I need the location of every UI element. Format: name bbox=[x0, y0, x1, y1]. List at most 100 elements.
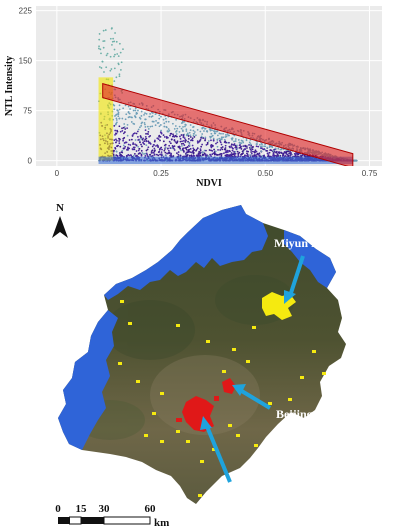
scatter-point bbox=[157, 154, 160, 157]
scatter-point bbox=[124, 118, 127, 121]
scatter-point bbox=[158, 114, 161, 117]
scatter-point bbox=[105, 54, 108, 57]
scatter-point bbox=[289, 152, 292, 155]
scatter-point bbox=[219, 138, 222, 141]
scatter-point bbox=[159, 124, 162, 126]
scatter-point bbox=[268, 151, 271, 154]
scatter-point bbox=[213, 153, 216, 156]
scatter-point bbox=[190, 139, 192, 142]
scatter-point bbox=[123, 123, 126, 125]
scatter-point bbox=[123, 131, 126, 133]
scatter-point bbox=[205, 154, 207, 157]
scatter-point bbox=[165, 120, 168, 123]
scatter-point bbox=[234, 144, 237, 147]
scatter-point bbox=[162, 118, 165, 121]
scale-label-30: 30 bbox=[99, 503, 111, 515]
scatter-point bbox=[192, 152, 195, 155]
scatter-point bbox=[199, 149, 202, 152]
scatter-point bbox=[113, 149, 115, 152]
scatter-point bbox=[203, 152, 206, 155]
scatter-point bbox=[255, 143, 258, 145]
scatter-point bbox=[236, 144, 238, 147]
scatter-point bbox=[116, 53, 119, 55]
scatter-point bbox=[168, 151, 171, 154]
scatter-point bbox=[154, 124, 157, 127]
scatter-point bbox=[113, 139, 116, 141]
scatter-point bbox=[211, 144, 214, 147]
scatter-point bbox=[115, 154, 118, 157]
scatter-point bbox=[200, 135, 203, 138]
scatter-point bbox=[220, 154, 223, 157]
hotspot-dot bbox=[136, 380, 140, 383]
hotspot-dot bbox=[252, 326, 256, 329]
scatter-point bbox=[118, 73, 121, 76]
scatter-point bbox=[182, 142, 185, 145]
scatter-point bbox=[241, 140, 244, 142]
scatter-point bbox=[124, 141, 127, 144]
scatter-point bbox=[163, 125, 166, 128]
scatter-point bbox=[140, 149, 143, 152]
scatter-point bbox=[147, 146, 150, 149]
scatter-point bbox=[128, 147, 130, 150]
scatter-point bbox=[214, 150, 217, 153]
scatter-point bbox=[296, 153, 299, 156]
hotspot-dot bbox=[236, 434, 240, 437]
hotspot-dot bbox=[222, 370, 226, 373]
scatter-point bbox=[161, 148, 163, 151]
scatter-point bbox=[118, 125, 121, 128]
scatter-point bbox=[203, 130, 205, 132]
scatter-point bbox=[138, 126, 141, 129]
scatter-point bbox=[190, 154, 193, 157]
leader-arrows bbox=[200, 255, 305, 483]
scatter-point bbox=[111, 40, 114, 43]
scatter-point bbox=[211, 129, 213, 132]
scatter-point bbox=[198, 153, 200, 156]
scatter-point bbox=[140, 110, 143, 113]
hotspot-dot bbox=[144, 434, 148, 437]
scatter-point bbox=[115, 76, 118, 79]
scatter-point bbox=[149, 113, 151, 115]
scatter-point bbox=[185, 151, 188, 154]
scatter-point bbox=[189, 151, 192, 154]
scatter-point bbox=[104, 29, 107, 31]
scatter-point bbox=[251, 146, 254, 149]
scatter-point bbox=[126, 134, 129, 137]
scatter-point bbox=[173, 145, 176, 148]
scatter-point bbox=[174, 141, 177, 143]
scale-segment-1 bbox=[58, 517, 70, 524]
scatter-point bbox=[204, 136, 207, 139]
scatter-point bbox=[115, 40, 118, 43]
scatter-point bbox=[225, 150, 228, 153]
scatter-point bbox=[185, 148, 188, 151]
scatter-point bbox=[288, 152, 290, 155]
scatter-point bbox=[98, 45, 100, 48]
scatter-point bbox=[187, 151, 189, 154]
hotspot-dot bbox=[322, 372, 326, 375]
scatter-point bbox=[240, 148, 243, 150]
scatter-point bbox=[145, 149, 148, 152]
scatter-point bbox=[210, 132, 213, 135]
scatter-point bbox=[189, 147, 192, 150]
scatter-point bbox=[132, 146, 135, 149]
scatter-point bbox=[98, 38, 101, 41]
scatter-point bbox=[198, 140, 201, 142]
scatter-point bbox=[181, 145, 183, 147]
scatter-point bbox=[137, 145, 139, 148]
scatter-point bbox=[282, 153, 284, 156]
scatter-point bbox=[150, 151, 153, 154]
scatter-point bbox=[131, 134, 134, 137]
scatter-point bbox=[182, 147, 185, 150]
x-axis-title: NDVI bbox=[196, 178, 222, 189]
scatter-point bbox=[109, 37, 112, 40]
hotspot-dot bbox=[160, 440, 164, 443]
scatter-point bbox=[177, 151, 180, 153]
scatter-point bbox=[149, 125, 152, 128]
scatter-point bbox=[153, 153, 156, 156]
scatter-point bbox=[151, 154, 154, 157]
scatter-point bbox=[197, 155, 200, 157]
scatter-point bbox=[148, 155, 151, 157]
hotspot-dot bbox=[232, 348, 236, 351]
scatter-point bbox=[171, 122, 174, 125]
scatter-point bbox=[246, 147, 248, 149]
